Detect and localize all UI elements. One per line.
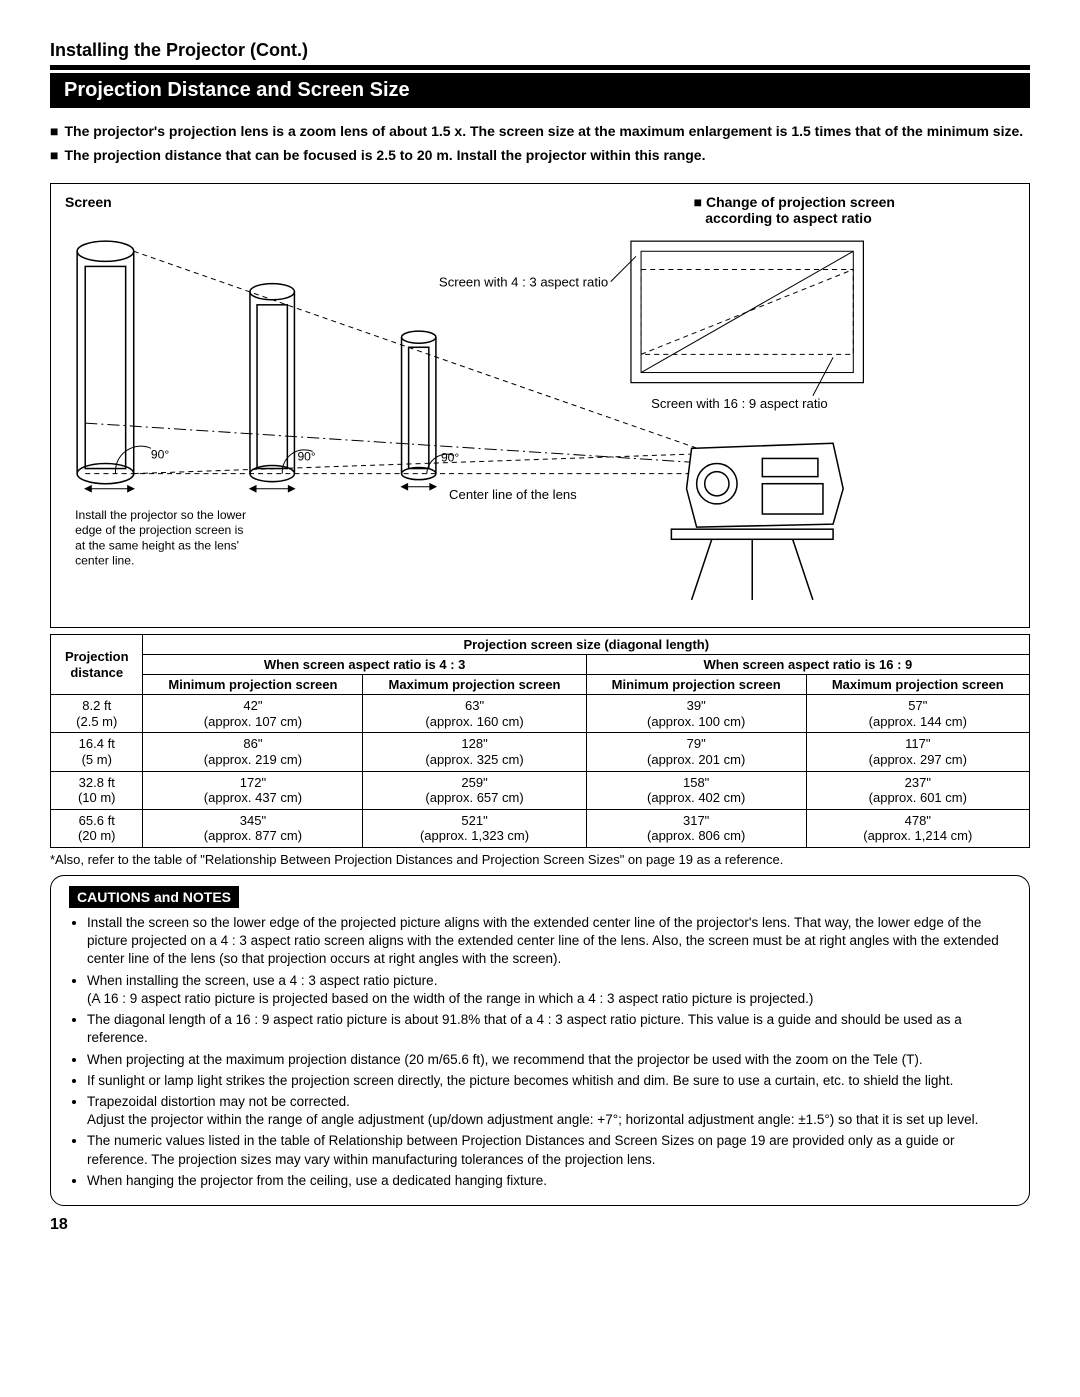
- svg-text:Center line of the lens: Center line of the lens: [449, 487, 577, 502]
- caution-item: Trapezoidal distortion may not be correc…: [87, 1093, 1011, 1129]
- svg-text:Install the projector so the l: Install the projector so the lower: [75, 508, 246, 522]
- intro-line-1: The projector's projection lens is a zoo…: [64, 122, 1023, 142]
- col-max: Maximum projection screen: [806, 675, 1029, 695]
- svg-text:90°: 90°: [297, 450, 315, 464]
- diagram-box: Screen ■ Change of projection screen acc…: [50, 183, 1030, 628]
- col-dist-1: Projection: [65, 649, 129, 664]
- caution-item: When projecting at the maximum projectio…: [87, 1051, 1011, 1069]
- col-min: Minimum projection screen: [586, 675, 806, 695]
- table-row: 32.8 ft(10 m)172"(approx. 437 cm)259"(ap…: [51, 771, 1030, 809]
- intro-block: ■ The projector's projection lens is a zo…: [50, 122, 1030, 165]
- caution-item: The diagonal length of a 16 : 9 aspect r…: [87, 1011, 1011, 1047]
- projection-diagram: 90° 90° 90° Center line of the lens Inst…: [65, 226, 1015, 610]
- aspect-header-1: Change of projection screen: [706, 194, 895, 210]
- svg-text:Screen with 16 : 9 aspect rati: Screen with 16 : 9 aspect ratio: [651, 396, 828, 411]
- rule: [50, 65, 1030, 70]
- projection-table: Projection distance Projection screen si…: [50, 634, 1030, 848]
- col-169: When screen aspect ratio is 16 : 9: [586, 655, 1029, 675]
- caution-item: If sunlight or lamp light strikes the pr…: [87, 1072, 1011, 1090]
- aspect-header-2: according to aspect ratio: [705, 210, 871, 226]
- caution-item: The numeric values listed in the table o…: [87, 1132, 1011, 1168]
- cautions-box: CAUTIONS and NOTES Install the screen so…: [50, 875, 1030, 1206]
- square-bullet-icon: ■: [50, 146, 58, 166]
- cautions-title: CAUTIONS and NOTES: [69, 886, 239, 908]
- col-min: Minimum projection screen: [143, 675, 363, 695]
- col-43: When screen aspect ratio is 4 : 3: [143, 655, 586, 675]
- svg-text:90°: 90°: [441, 451, 459, 465]
- col-size-header: Projection screen size (diagonal length): [143, 635, 1030, 655]
- svg-text:edge of the projection screen: edge of the projection screen is: [75, 523, 243, 537]
- col-dist-2: distance: [70, 665, 123, 680]
- caution-item: When hanging the projector from the ceil…: [87, 1172, 1011, 1190]
- cautions-list: Install the screen so the lower edge of …: [69, 914, 1011, 1190]
- section-banner: Projection Distance and Screen Size: [50, 73, 1030, 108]
- intro-line-2: The projection distance that can be focu…: [64, 146, 705, 166]
- svg-text:center line.: center line.: [75, 554, 134, 568]
- page-number: 18: [50, 1216, 1030, 1234]
- footnote: *Also, refer to the table of "Relationsh…: [50, 852, 1030, 867]
- table-row: 65.6 ft(20 m)345"(approx. 877 cm)521"(ap…: [51, 809, 1030, 847]
- svg-text:at the same height as the lens: at the same height as the lens': [75, 539, 239, 553]
- screen-label: Screen: [65, 194, 112, 226]
- caution-item: Install the screen so the lower edge of …: [87, 914, 1011, 969]
- svg-text:Screen with 4 : 3 aspect ratio: Screen with 4 : 3 aspect ratio: [439, 275, 608, 290]
- caution-item: When installing the screen, use a 4 : 3 …: [87, 972, 1011, 1008]
- svg-text:90°: 90°: [151, 448, 169, 462]
- table-row: 8.2 ft(2.5 m)42"(approx. 107 cm)63"(appr…: [51, 695, 1030, 733]
- table-row: 16.4 ft(5 m)86"(approx. 219 cm)128"(appr…: [51, 733, 1030, 771]
- square-bullet-icon: ■: [50, 122, 58, 142]
- col-max: Maximum projection screen: [363, 675, 586, 695]
- page-title: Installing the Projector (Cont.): [50, 40, 1030, 61]
